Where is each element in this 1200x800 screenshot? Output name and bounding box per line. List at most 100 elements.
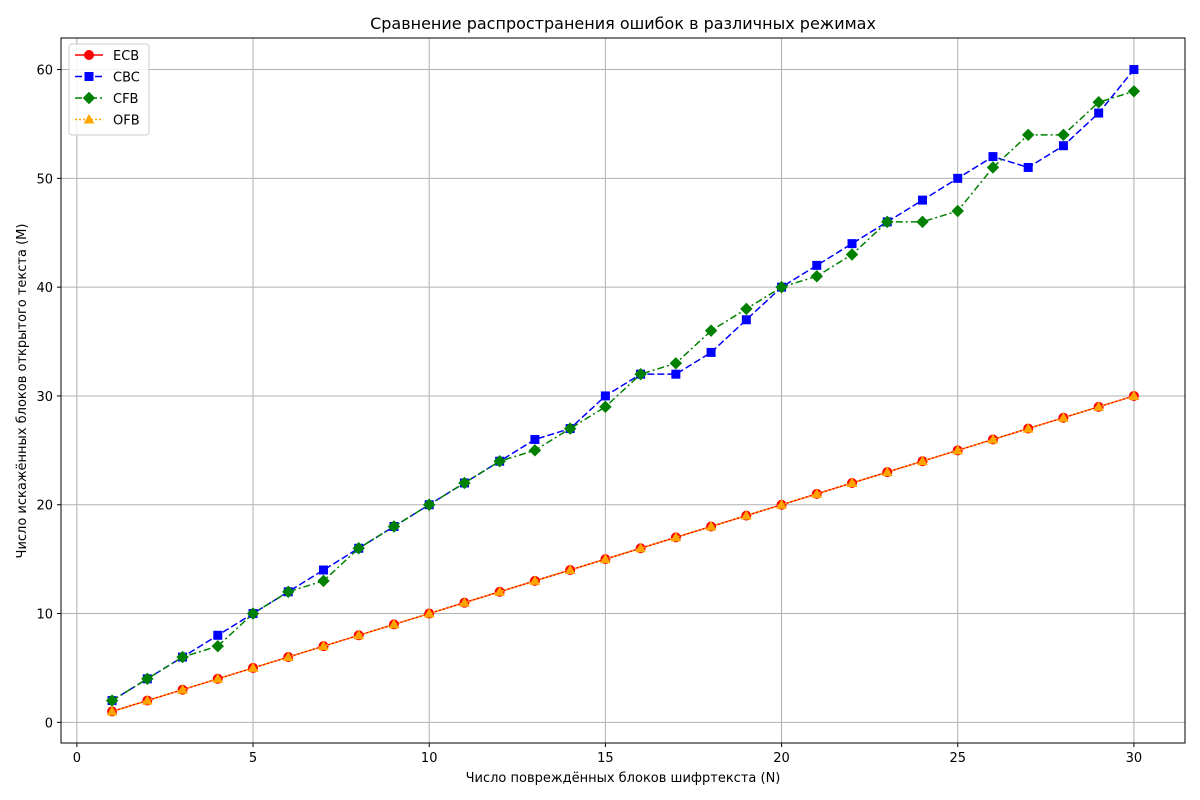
data-point-cbc	[671, 369, 681, 379]
legend: ECB CBC CFB OFB	[68, 43, 150, 136]
data-point-ofb	[106, 705, 118, 716]
data-point-ofb	[811, 488, 823, 498]
legend-marker-cfb	[82, 91, 96, 105]
data-point-ofb	[846, 477, 858, 487]
y-tick-label: 40	[36, 281, 53, 296]
data-point-cfb	[141, 672, 154, 686]
legend-box	[68, 43, 150, 136]
data-point-cfb	[1021, 128, 1035, 142]
legend-label-ecb: ECB	[113, 49, 139, 64]
data-point-ofb	[670, 531, 682, 542]
data-point-cbc	[812, 260, 822, 270]
legend-label-cbc: CBC	[113, 71, 140, 86]
data-point-ofb	[529, 575, 541, 585]
data-point-cfb	[528, 444, 542, 457]
data-point-ofb	[388, 618, 400, 629]
data-point-ofb	[635, 542, 646, 553]
data-point-cbc	[1094, 108, 1104, 118]
data-point-cfb	[740, 302, 753, 316]
data-point-ofb	[353, 629, 365, 640]
series-line-cbc	[111, 69, 1135, 702]
data-point-cbc	[600, 391, 610, 401]
data-point-ofb	[141, 695, 153, 705]
data-point-ofb	[282, 651, 294, 662]
series-line-cfb	[111, 90, 1135, 702]
data-point-cfb	[246, 607, 260, 620]
data-point-cfb	[775, 280, 788, 294]
data-point-ofb	[952, 444, 964, 455]
x-tick-label: 0	[73, 751, 81, 766]
legend-marker-ofb	[83, 113, 95, 124]
data-point-cfb	[1127, 85, 1141, 98]
series-line-ecb	[111, 395, 1135, 713]
data-point-ofb	[1022, 423, 1034, 433]
chart-title: Сравнение распространения ошибок в разли…	[370, 14, 876, 33]
series-group	[105, 65, 1141, 717]
data-point-cbc	[319, 565, 329, 575]
data-point-ofb	[776, 499, 787, 509]
legend-marker-cbc	[84, 72, 94, 81]
series-ofb	[106, 390, 1140, 716]
series-cfb	[105, 85, 1141, 707]
data-point-cbc	[741, 315, 751, 325]
y-tick-label: 10	[36, 608, 53, 623]
data-point-ofb	[247, 662, 259, 672]
x-tick-label: 15	[597, 751, 614, 766]
x-tick-label: 20	[773, 751, 790, 766]
data-point-ofb	[212, 673, 224, 683]
data-point-ofb	[1093, 401, 1105, 411]
data-point-ofb	[177, 684, 188, 694]
data-point-cbc	[917, 195, 927, 205]
x-tick-label: 30	[1126, 751, 1143, 766]
data-point-ofb	[1058, 412, 1069, 422]
data-point-cfb	[916, 215, 929, 229]
data-point-cfb	[563, 422, 577, 435]
data-point-ofb	[600, 553, 611, 564]
y-axis-label: Число искажённых блоков открытого текста…	[15, 224, 30, 559]
data-point-cfb	[669, 357, 683, 370]
data-point-cfb	[317, 574, 330, 588]
data-point-ofb	[917, 455, 928, 466]
data-point-cfb	[986, 161, 1000, 174]
data-point-cfb	[458, 476, 471, 490]
x-tick-label: 10	[421, 751, 438, 766]
data-point-cbc	[213, 630, 223, 640]
data-point-cfb	[1092, 95, 1105, 109]
data-point-cbc	[988, 152, 998, 162]
data-point-cbc	[530, 434, 540, 444]
data-point-cfb	[352, 542, 365, 555]
x-axis-label: Число повреждённых блоков шифртекста (N)	[466, 771, 781, 786]
data-point-ofb	[705, 520, 717, 531]
data-point-cfb	[387, 520, 401, 533]
data-point-cbc	[847, 239, 857, 249]
data-point-cfb	[845, 248, 859, 261]
data-point-ofb	[987, 433, 999, 444]
data-point-cbc	[1129, 65, 1139, 75]
data-point-cbc	[953, 173, 963, 183]
legend-marker-ecb	[84, 50, 94, 60]
data-point-cfb	[704, 324, 718, 337]
data-point-ofb	[494, 586, 506, 596]
y-tick-label: 60	[36, 64, 53, 79]
data-point-cfb	[881, 215, 894, 229]
data-point-cfb	[211, 639, 225, 653]
data-point-cfb	[282, 585, 295, 598]
data-point-cfb	[951, 204, 964, 218]
data-point-ofb	[459, 597, 470, 607]
data-point-cbc	[1023, 162, 1033, 172]
data-point-cfb	[1057, 128, 1070, 142]
data-point-cfb	[634, 367, 647, 381]
plot-area-frame	[60, 37, 1186, 744]
y-tick-label: 20	[36, 499, 53, 514]
data-point-cbc	[1058, 141, 1068, 151]
legend-label-cfb: CFB	[113, 92, 138, 107]
data-point-cfb	[176, 650, 189, 664]
data-point-ofb	[1128, 390, 1140, 400]
data-point-cbc	[706, 347, 716, 357]
x-tick-label: 25	[949, 751, 966, 766]
data-point-ofb	[318, 640, 329, 651]
data-point-ofb	[423, 608, 435, 618]
data-point-ofb	[564, 564, 576, 575]
